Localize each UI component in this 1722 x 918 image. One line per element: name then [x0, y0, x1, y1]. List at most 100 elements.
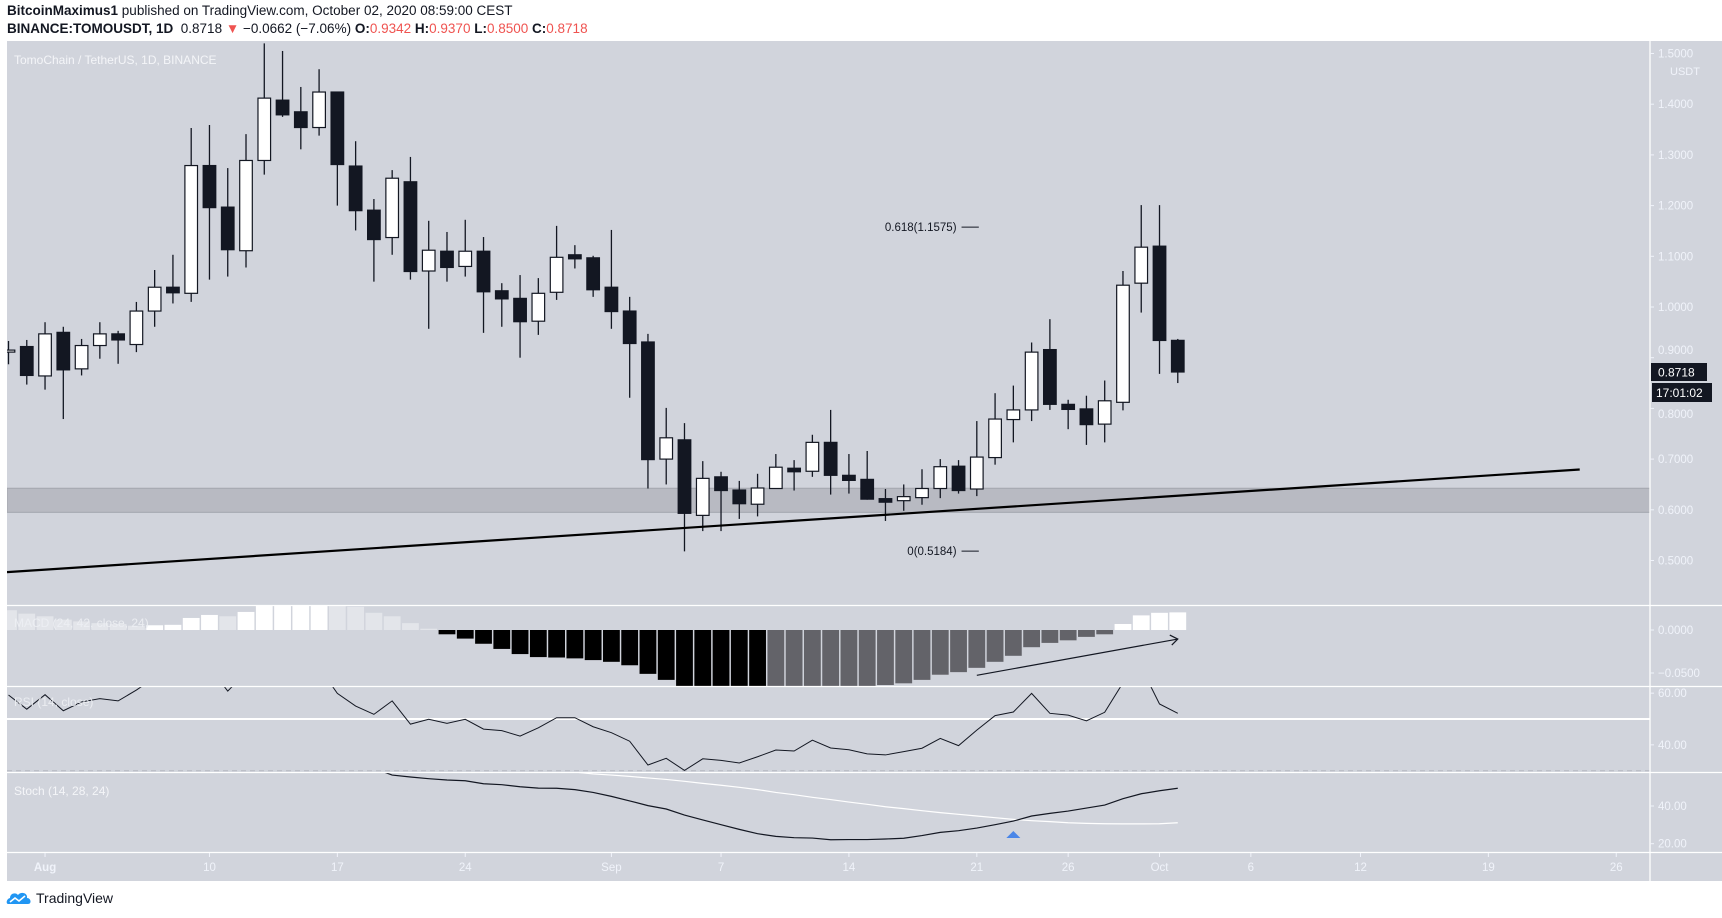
price-tick-label: 1.3000: [1658, 150, 1693, 162]
close-label: C:: [532, 21, 547, 36]
candle-up[interactable]: [915, 487, 929, 499]
candle-down[interactable]: [293, 111, 308, 129]
candle-up[interactable]: [933, 466, 948, 490]
candle-down[interactable]: [604, 286, 619, 313]
macd-histogram-bar: [292, 606, 310, 630]
candle-down[interactable]: [732, 489, 747, 505]
stoch-tick-label: 40.00: [1658, 801, 1687, 813]
candle-up[interactable]: [969, 456, 984, 490]
brand-name[interactable]: TradingView: [36, 890, 114, 906]
price-tick-label: 0.9000: [1658, 345, 1693, 357]
macd-histogram-bar: [730, 630, 748, 686]
footer-brand: TradingView: [6, 890, 113, 906]
candle-down[interactable]: [823, 441, 838, 476]
candle-down[interactable]: [878, 498, 893, 503]
candle-down[interactable]: [586, 257, 601, 291]
candle-down[interactable]: [622, 310, 637, 345]
candle-down[interactable]: [19, 345, 34, 377]
candle-up[interactable]: [2, 349, 16, 353]
candle-down[interactable]: [860, 478, 875, 500]
candle-up[interactable]: [458, 250, 473, 268]
time-tick-label: Oct: [1151, 862, 1170, 874]
candle-down[interactable]: [1042, 348, 1057, 405]
rsi-legend: RSI (14, close): [14, 695, 93, 709]
candle-up[interactable]: [1024, 351, 1039, 411]
candle-up[interactable]: [74, 344, 89, 370]
macd-pane: [7, 606, 1187, 686]
macd-histogram-bar: [931, 630, 949, 675]
macd-histogram-bar: [164, 624, 182, 630]
candle-up[interactable]: [531, 292, 546, 322]
candle-up[interactable]: [549, 256, 564, 293]
macd-histogram-bar: [1151, 612, 1168, 630]
macd-histogram-bar: [347, 606, 365, 630]
candle-up[interactable]: [695, 477, 710, 516]
candle-down[interactable]: [641, 341, 655, 461]
candle-down[interactable]: [202, 164, 217, 209]
candle-down[interactable]: [166, 286, 180, 294]
candle-up[interactable]: [239, 159, 253, 252]
candle-down[interactable]: [367, 209, 381, 241]
candle-down[interactable]: [1170, 339, 1185, 373]
candle-down[interactable]: [842, 474, 856, 481]
candle-up[interactable]: [184, 164, 199, 294]
candle-up[interactable]: [750, 487, 765, 505]
candle-up[interactable]: [257, 97, 272, 162]
price-tick-label: 1.5000: [1658, 49, 1693, 61]
candle-down[interactable]: [348, 165, 363, 212]
candle-up[interactable]: [312, 91, 326, 129]
candle-up[interactable]: [129, 310, 144, 346]
candle-down[interactable]: [494, 290, 509, 300]
candle-down[interactable]: [513, 297, 527, 323]
candle-down[interactable]: [220, 206, 235, 251]
candle-up[interactable]: [385, 177, 400, 239]
candle-up[interactable]: [38, 333, 52, 377]
candle-down[interactable]: [1061, 403, 1076, 411]
candle-up[interactable]: [1006, 409, 1021, 421]
macd-histogram-bar: [749, 630, 766, 686]
candle-down[interactable]: [440, 250, 454, 269]
candle-up[interactable]: [805, 441, 820, 472]
macd-arrow[interactable]: [976, 638, 1178, 676]
author-name[interactable]: BitcoinMaximus1: [7, 3, 119, 18]
macd-histogram-bar: [657, 630, 675, 680]
candle-down[interactable]: [275, 99, 290, 116]
candle-down[interactable]: [111, 333, 126, 341]
candle-down[interactable]: [787, 467, 802, 473]
trendline[interactable]: [7, 468, 1580, 574]
time-tick-label: 17: [331, 862, 344, 874]
candle-down[interactable]: [403, 181, 418, 273]
macd-histogram-bar: [694, 630, 712, 686]
macd-histogram-bar: [146, 625, 164, 630]
candle-up[interactable]: [896, 496, 911, 502]
candle-down[interactable]: [476, 250, 491, 293]
candle-down[interactable]: [677, 439, 692, 514]
candle-up[interactable]: [659, 437, 674, 460]
candle-down[interactable]: [1079, 408, 1094, 426]
candle-up[interactable]: [768, 466, 783, 490]
macd-histogram-bar: [420, 628, 438, 630]
macd-histogram-bar: [1132, 615, 1150, 630]
candle-down[interactable]: [567, 254, 582, 260]
price-chart[interactable]: 0.618(1.1575) 0(0.5184) TomoChain / Tether…: [0, 0, 1722, 882]
countdown-label: 17:01:02: [1656, 386, 1703, 400]
macd-histogram-bar: [237, 611, 255, 630]
fib-level-label: 0.618(1.1575): [885, 222, 957, 234]
stoch-d-line: [578, 773, 1178, 825]
candle-down[interactable]: [330, 91, 345, 166]
candle-down[interactable]: [951, 465, 966, 492]
macd-histogram-bar: [1096, 630, 1114, 635]
candle-up[interactable]: [1097, 400, 1112, 425]
candle-down[interactable]: [1152, 245, 1167, 342]
macd-histogram-bar: [639, 630, 657, 674]
candle-up[interactable]: [1116, 284, 1130, 403]
candle-down[interactable]: [714, 476, 728, 492]
candle-up[interactable]: [421, 249, 436, 272]
candle-up[interactable]: [988, 418, 1002, 459]
candle-up[interactable]: [1134, 246, 1149, 284]
candle-up[interactable]: [92, 333, 107, 347]
candle-up[interactable]: [147, 286, 162, 312]
macd-histogram-bar: [913, 630, 931, 680]
rsi-tick-label: 60.00: [1658, 688, 1687, 700]
candle-down[interactable]: [56, 331, 71, 371]
